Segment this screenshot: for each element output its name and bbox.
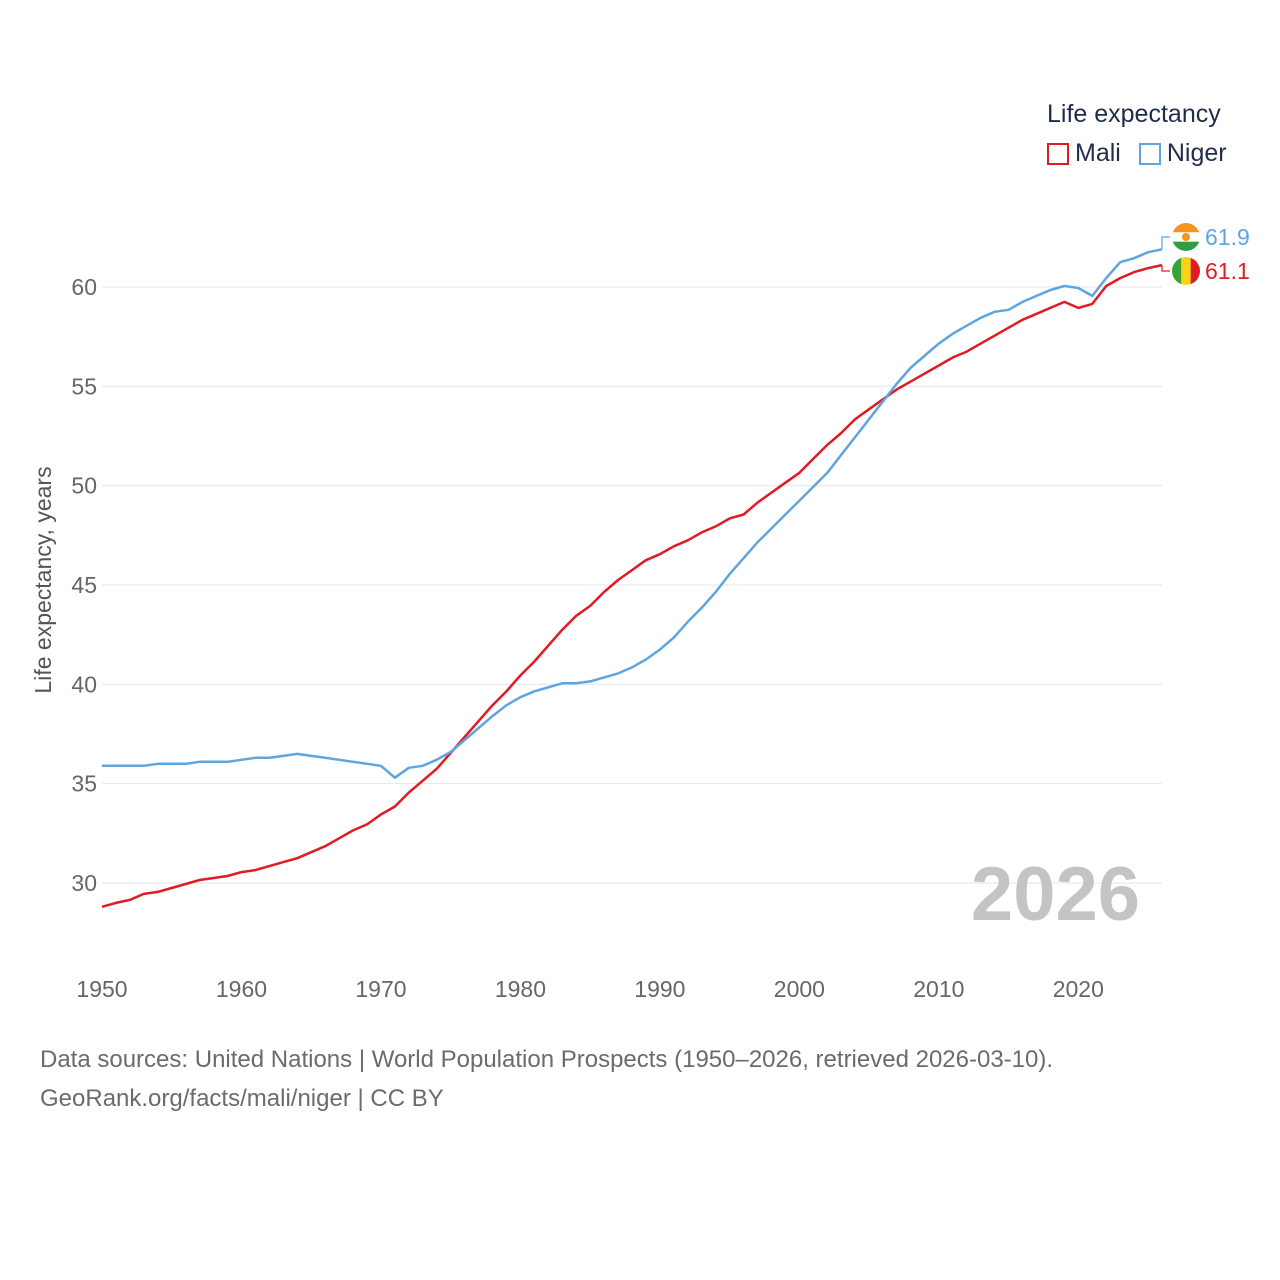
mali-flag-icon [1172, 257, 1200, 285]
x-tick-label: 1950 [76, 976, 127, 1002]
x-tick-label: 2000 [774, 976, 825, 1002]
end-value-label-niger: 61.9 [1205, 224, 1250, 250]
year-watermark: 2026 [971, 852, 1140, 937]
legend-item-mali[interactable]: Mali [1047, 139, 1121, 168]
y-axis-ticks: 30 35 40 45 50 55 60 [71, 274, 97, 896]
series-line-niger[interactable] [102, 248, 1163, 779]
x-tick-label: 1960 [216, 976, 267, 1002]
footer: Data sources: United Nations | World Pop… [40, 1040, 1053, 1118]
y-axis-label: Life expectancy, years [30, 466, 56, 693]
end-label-connector-niger [1161, 236, 1170, 250]
x-tick-label: 1990 [634, 976, 685, 1002]
end-labels: 61.1 61.9 [1161, 223, 1250, 285]
y-tick-label: 30 [71, 870, 97, 896]
legend-item-niger[interactable]: Niger [1138, 139, 1227, 168]
legend-swatch-mali [1047, 142, 1069, 165]
credit-link[interactable]: GeoRank.org/facts/mali/niger | CC BY [40, 1085, 444, 1112]
series-lines [101, 248, 1163, 909]
grid-lines [102, 286, 1162, 884]
legend-title: Life expectancy [1047, 100, 1221, 128]
legend: Life expectancy Mali Niger [1047, 100, 1227, 168]
x-axis-ticks: 1950 1960 1970 1980 1990 2000 2010 2020 [76, 976, 1103, 1002]
y-tick-label: 50 [71, 473, 97, 499]
x-tick-label: 1980 [495, 976, 546, 1002]
y-tick-label: 40 [71, 671, 97, 697]
y-tick-label: 60 [71, 274, 97, 300]
end-label-connector-mali [1161, 265, 1170, 272]
niger-flag-icon [1172, 223, 1200, 251]
x-tick-label: 2010 [913, 976, 964, 1002]
end-value-label-mali: 61.1 [1205, 258, 1250, 284]
y-tick-label: 35 [71, 771, 97, 797]
data-source-note: Data sources: United Nations | World Pop… [40, 1046, 1054, 1073]
legend-swatch-niger [1138, 142, 1161, 165]
series-line-mali[interactable] [101, 263, 1163, 909]
legend-label-mali: Mali [1075, 139, 1121, 167]
x-tick-label: 2020 [1053, 976, 1104, 1002]
y-tick-label: 55 [71, 373, 97, 399]
y-tick-label: 45 [71, 572, 97, 598]
x-tick-label: 1970 [355, 976, 406, 1002]
legend-label-niger: Niger [1166, 139, 1227, 167]
